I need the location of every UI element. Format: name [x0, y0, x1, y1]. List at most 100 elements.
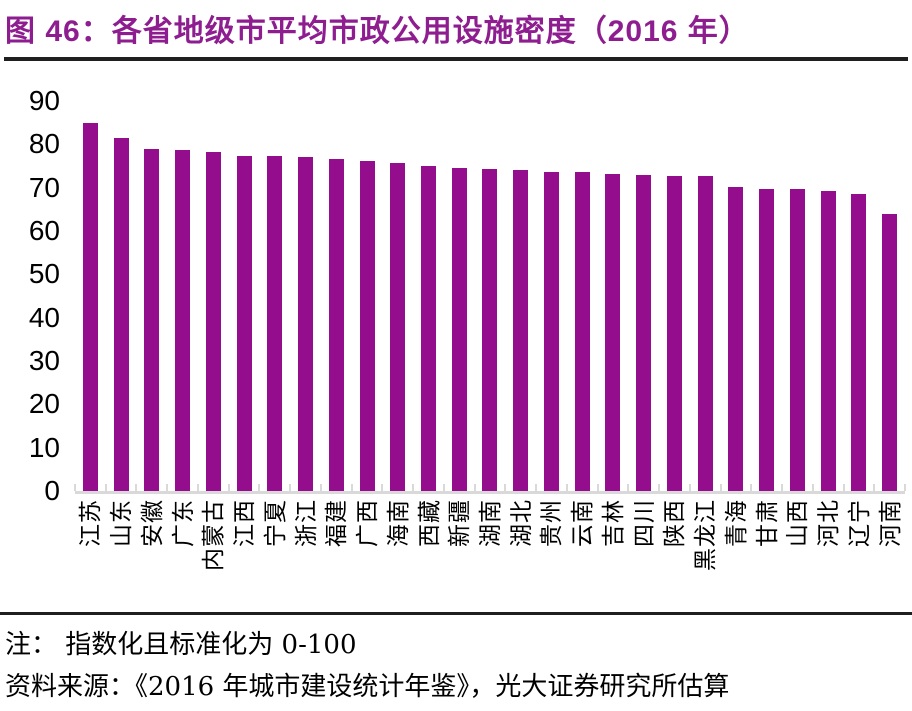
bar [513, 170, 529, 491]
x-axis-label-text: 陕西 [661, 499, 688, 547]
x-axis-tick [381, 484, 384, 491]
bar [205, 152, 221, 491]
x-axis-tick [842, 484, 845, 491]
bar [328, 159, 344, 491]
x-axis-label-text: 吉林 [599, 499, 626, 547]
y-axis-tick-label: 20 [28, 388, 60, 420]
x-axis-label: 河南 [877, 499, 903, 615]
bar [820, 191, 836, 491]
x-axis-label: 江苏 [77, 499, 103, 615]
y-axis-tick-label: 30 [28, 345, 60, 376]
x-axis-tick [688, 484, 691, 491]
x-axis-label-text: 浙江 [292, 499, 319, 547]
x-axis-label: 海南 [385, 499, 411, 615]
x-axis-label-text: 广西 [354, 499, 381, 547]
x-axis-label-text: 黑龙江 [692, 499, 719, 571]
x-axis-tick [627, 484, 630, 491]
bar [82, 123, 98, 491]
x-axis-baseline [75, 491, 905, 494]
x-axis-label-text: 宁夏 [261, 499, 288, 547]
x-axis-label-text: 贵州 [538, 499, 565, 547]
x-axis-tick [319, 484, 322, 491]
x-axis-label-text: 江苏 [77, 499, 104, 547]
bar [267, 156, 283, 491]
x-axis-label-text: 内蒙古 [200, 499, 227, 571]
x-axis-tick [227, 484, 230, 491]
x-axis-label: 浙江 [293, 499, 319, 615]
x-axis-label-text: 西藏 [415, 499, 442, 547]
x-axis-label: 广东 [170, 499, 196, 615]
x-axis-label: 安徽 [139, 499, 165, 615]
x-axis-label-text: 甘肃 [753, 499, 780, 547]
bar [605, 174, 621, 491]
x-axis-tick [473, 484, 476, 491]
y-axis-tick-label: 60 [28, 215, 60, 246]
x-axis-tick [442, 484, 445, 491]
x-axis-tick [289, 484, 292, 491]
x-axis-tick [596, 484, 599, 491]
x-axis-label-text: 湖南 [476, 499, 503, 547]
bar [636, 175, 652, 491]
bar [421, 166, 436, 491]
bar [144, 149, 160, 491]
bar [236, 156, 252, 491]
x-axis-tick [781, 484, 784, 491]
title-divider [4, 57, 908, 61]
chart-note: 注： 指数化且标准化为 0-100 [5, 630, 357, 660]
bar [482, 169, 498, 491]
x-axis-label: 西藏 [416, 499, 442, 615]
x-axis-label: 陕西 [661, 499, 687, 615]
x-axis-label-text: 新疆 [446, 499, 473, 547]
chart-source: 资料来源：《2016 年城市建设统计年鉴》，光大证券研究所估算 [5, 672, 730, 702]
x-axis-label: 广西 [354, 499, 380, 615]
x-axis-label: 新疆 [446, 499, 472, 615]
x-axis-label: 福建 [323, 499, 349, 615]
x-axis-label: 甘肃 [754, 499, 780, 615]
y-axis-tick-label: 80 [28, 128, 60, 160]
x-axis-tick [350, 484, 353, 491]
x-axis-tick [504, 484, 507, 491]
x-axis-label-text: 湖北 [507, 499, 534, 547]
x-axis-tick [658, 484, 661, 491]
x-axis-label-text: 河北 [815, 499, 842, 547]
x-axis-tick [873, 484, 876, 491]
x-axis-tick [719, 484, 722, 491]
x-axis-label-text: 安徽 [138, 499, 165, 547]
bar [359, 161, 375, 491]
y-axis-tick-label: 0 [44, 475, 60, 506]
bar [789, 189, 805, 491]
y-axis-tick-label: 90 [28, 85, 60, 116]
bar [113, 138, 129, 491]
x-axis-label-text: 广东 [169, 499, 196, 547]
x-axis-label-text: 福建 [323, 499, 350, 547]
x-axis-label: 湖南 [477, 499, 503, 615]
bar [574, 172, 590, 491]
bar [759, 189, 775, 491]
x-axis-tick [750, 484, 753, 491]
x-axis-label: 山西 [784, 499, 810, 615]
x-axis-label-text: 江西 [231, 499, 258, 547]
x-axis-label: 辽宁 [846, 499, 872, 615]
x-axis-tick [535, 484, 538, 491]
note-divider [0, 612, 912, 615]
y-axis-tick-label: 40 [28, 301, 60, 333]
x-axis-tick [196, 484, 199, 491]
x-axis-label-text: 山东 [108, 499, 135, 547]
x-axis-label: 四川 [631, 499, 657, 615]
bar [543, 172, 559, 491]
x-axis-label: 内蒙古 [200, 499, 226, 615]
bar [298, 157, 314, 491]
bar [451, 168, 467, 491]
bar [728, 187, 744, 491]
x-axis-label: 云南 [569, 499, 595, 615]
bar [697, 176, 713, 491]
x-axis-tick [104, 484, 107, 491]
x-axis-tick [412, 484, 415, 491]
bar-chart: 0 10 20 30 40 50 60 70 80 90 江苏 山东 安徽 广东 内蒙古 江西 宁夏 浙江 福建 广西… [0, 62, 912, 610]
x-axis-label-text: 青海 [722, 499, 749, 547]
bar [390, 163, 406, 491]
x-axis-label: 湖北 [508, 499, 534, 615]
x-axis-tick [565, 484, 568, 491]
x-axis-tick [74, 484, 76, 491]
x-axis-label: 山东 [108, 499, 134, 615]
